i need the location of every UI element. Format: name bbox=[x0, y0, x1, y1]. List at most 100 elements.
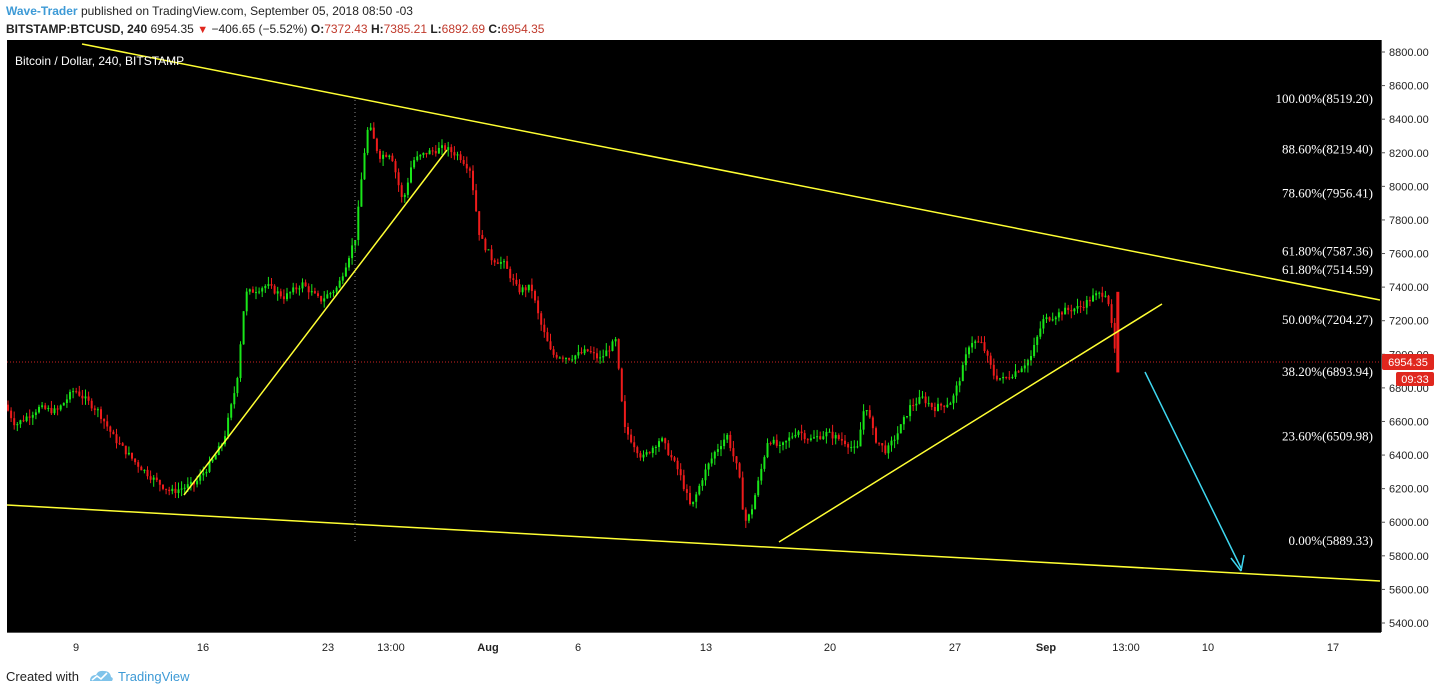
candle-body bbox=[301, 282, 304, 289]
x-tick-label: 6 bbox=[575, 642, 581, 654]
candle-body bbox=[478, 211, 481, 235]
candle-body bbox=[496, 262, 499, 264]
candle-body bbox=[735, 456, 738, 464]
candle-body bbox=[59, 405, 62, 410]
open-label: O: bbox=[310, 22, 325, 36]
candle-body bbox=[940, 403, 943, 406]
candle-body bbox=[571, 359, 574, 361]
last-price-tag: 6954.35 bbox=[1388, 357, 1428, 369]
candle-body bbox=[394, 161, 397, 173]
time-axis[interactable] bbox=[7, 632, 1381, 658]
high-label: H: bbox=[370, 22, 384, 36]
candle-body bbox=[878, 442, 881, 444]
candle-body bbox=[574, 355, 577, 360]
candle-body bbox=[1039, 328, 1042, 337]
candle-body bbox=[586, 349, 589, 352]
candle-body bbox=[388, 155, 391, 157]
candle-body bbox=[555, 354, 558, 358]
candle-body bbox=[1101, 292, 1104, 297]
price-axis[interactable] bbox=[1381, 40, 1444, 632]
candle-body bbox=[602, 356, 605, 358]
candle-body bbox=[1020, 368, 1023, 373]
y-tick-label: 5800.00 bbox=[1389, 551, 1429, 563]
candle-body bbox=[906, 416, 908, 418]
candle-body bbox=[112, 431, 115, 435]
upper-trendline bbox=[81, 43, 1381, 301]
candle-body bbox=[503, 261, 505, 263]
candle-body bbox=[558, 357, 561, 359]
candle-body bbox=[127, 452, 130, 455]
candle-body bbox=[1051, 319, 1054, 321]
candle-body bbox=[633, 442, 636, 448]
y-tick-label: 7600.00 bbox=[1389, 249, 1429, 261]
candle-body bbox=[174, 488, 177, 494]
candle-body bbox=[428, 150, 431, 155]
candle-body bbox=[568, 358, 571, 360]
candle-body bbox=[828, 431, 831, 433]
close-value: 6954.35 bbox=[501, 22, 545, 36]
candle-body bbox=[28, 416, 31, 418]
lower-trendline bbox=[6, 504, 1381, 582]
candle-body bbox=[785, 440, 788, 443]
candle-body bbox=[205, 471, 208, 474]
candle-body bbox=[1014, 371, 1017, 377]
candle-body bbox=[620, 368, 623, 402]
candle-body bbox=[487, 249, 490, 251]
candle-body bbox=[282, 296, 285, 300]
candle-body bbox=[416, 156, 419, 161]
candle-body bbox=[791, 436, 794, 438]
candle-body bbox=[918, 397, 921, 404]
candle-body bbox=[763, 457, 766, 469]
candle-body bbox=[75, 391, 78, 393]
candle-body bbox=[56, 408, 59, 410]
plot-area[interactable] bbox=[7, 40, 1381, 632]
candle-body bbox=[255, 292, 257, 294]
candle-body bbox=[968, 347, 970, 355]
candle-body bbox=[475, 190, 478, 212]
y-tick-label: 8800.00 bbox=[1389, 47, 1429, 59]
candle-body bbox=[93, 408, 96, 410]
candle-body bbox=[741, 477, 744, 510]
candle-body bbox=[459, 154, 462, 161]
candle-body bbox=[707, 463, 710, 470]
candle-body bbox=[484, 238, 487, 251]
candle-body bbox=[490, 249, 493, 261]
candle-body bbox=[239, 344, 242, 378]
candle-body bbox=[131, 452, 133, 459]
candle-body bbox=[202, 473, 205, 476]
price-chart[interactable]: 8800.00 8600.00 8400.00 8200.00 8000.00 7800.… bbox=[0, 40, 1444, 658]
candle-body bbox=[974, 341, 977, 344]
candle-body bbox=[121, 443, 124, 446]
fib-level-label: 23.60%(6509.98) bbox=[1282, 429, 1373, 444]
candle-body bbox=[425, 152, 428, 155]
candle-body bbox=[955, 385, 958, 396]
author-link[interactable]: Wave-Trader bbox=[6, 4, 78, 18]
candle-body bbox=[980, 342, 983, 344]
candle-body bbox=[778, 444, 781, 446]
candle-body bbox=[1076, 306, 1079, 309]
candle-body bbox=[701, 480, 704, 486]
candle-body bbox=[540, 313, 543, 325]
candle-body bbox=[499, 262, 502, 264]
candle-body bbox=[1064, 307, 1067, 315]
candle-body bbox=[1045, 317, 1048, 320]
candle-body bbox=[273, 285, 276, 294]
candle-body bbox=[379, 150, 381, 159]
candle-body bbox=[69, 391, 71, 400]
candle-body bbox=[369, 127, 372, 130]
fib-level-label: 61.80%(7514.59) bbox=[1282, 262, 1373, 277]
tradingview-link[interactable]: TradingView bbox=[118, 669, 190, 684]
candle-body bbox=[90, 400, 93, 409]
candle-body bbox=[704, 469, 707, 481]
candle-body bbox=[372, 127, 375, 139]
candle-body bbox=[949, 403, 952, 405]
candle-body bbox=[859, 429, 862, 447]
x-tick-label: 23 bbox=[322, 642, 334, 654]
candle-body bbox=[78, 391, 81, 396]
candle-body bbox=[599, 357, 602, 359]
candle-body bbox=[1079, 306, 1082, 308]
candle-body bbox=[964, 354, 967, 366]
candle-body bbox=[747, 514, 750, 521]
candle-body bbox=[695, 494, 698, 502]
candle-body bbox=[772, 439, 775, 444]
